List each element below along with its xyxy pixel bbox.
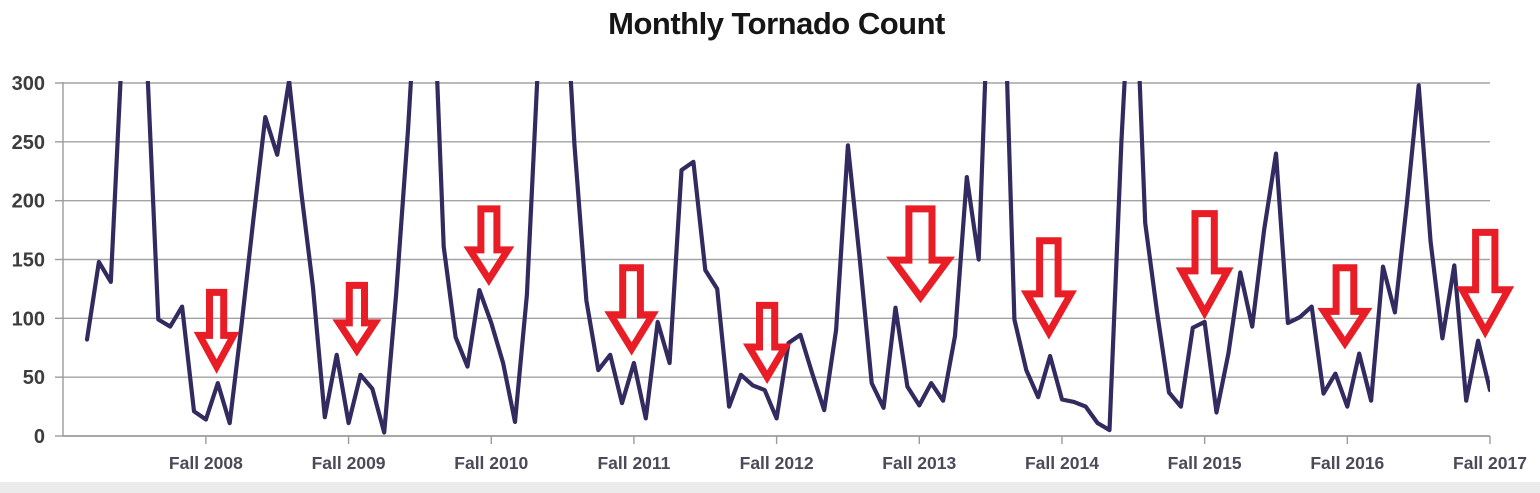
x-tick-label: Fall 2009 <box>312 453 386 473</box>
y-tick-label: 100 <box>12 308 45 330</box>
y-axis-labels: 0 50 100 150 200 250 300 <box>12 73 45 448</box>
chart-title: Monthly Tornado Count <box>608 6 945 41</box>
x-tick-label: Fall 2012 <box>740 453 814 473</box>
y-tick-label: 50 <box>23 367 45 389</box>
x-tick-label: Fall 2015 <box>1168 453 1242 473</box>
fall-down-arrow-icon <box>463 205 515 286</box>
fall-down-arrow-icon <box>193 288 240 374</box>
x-tick-label: Fall 2016 <box>1310 453 1384 473</box>
tornado-count-line <box>84 81 1490 435</box>
fall-down-arrow-icon <box>332 281 382 357</box>
y-tick-label: 150 <box>12 250 45 272</box>
fall-down-arrow-icon <box>742 301 792 385</box>
y-tick-label: 200 <box>12 191 45 213</box>
x-tick-label: Fall 2014 <box>1025 453 1099 473</box>
y-tick-label: 0 <box>34 426 45 448</box>
fall-arrows <box>193 205 1515 385</box>
bottom-strip <box>0 482 1540 493</box>
x-tick-label: Fall 2010 <box>454 453 528 473</box>
fall-down-arrow-icon <box>886 205 955 304</box>
fall-down-arrow-icon <box>604 264 659 356</box>
x-tick-label: Fall 2013 <box>882 453 956 473</box>
fall-down-arrow-icon <box>1175 210 1234 320</box>
fall-down-arrow-icon <box>1317 264 1373 350</box>
x-axis-labels: Fall 2008 Fall 2009 Fall 2010 Fall 2011 Fall… <box>169 436 1527 473</box>
x-tick-label: Fall 2011 <box>597 453 670 473</box>
y-tick-label: 250 <box>12 132 45 154</box>
fall-down-arrow-icon <box>1456 228 1515 339</box>
x-tick-label: Fall 2008 <box>169 453 243 473</box>
fall-down-arrow-icon <box>1020 237 1077 340</box>
y-tick-label: 300 <box>12 73 45 95</box>
x-tick-label: Fall 2017 <box>1453 453 1527 473</box>
